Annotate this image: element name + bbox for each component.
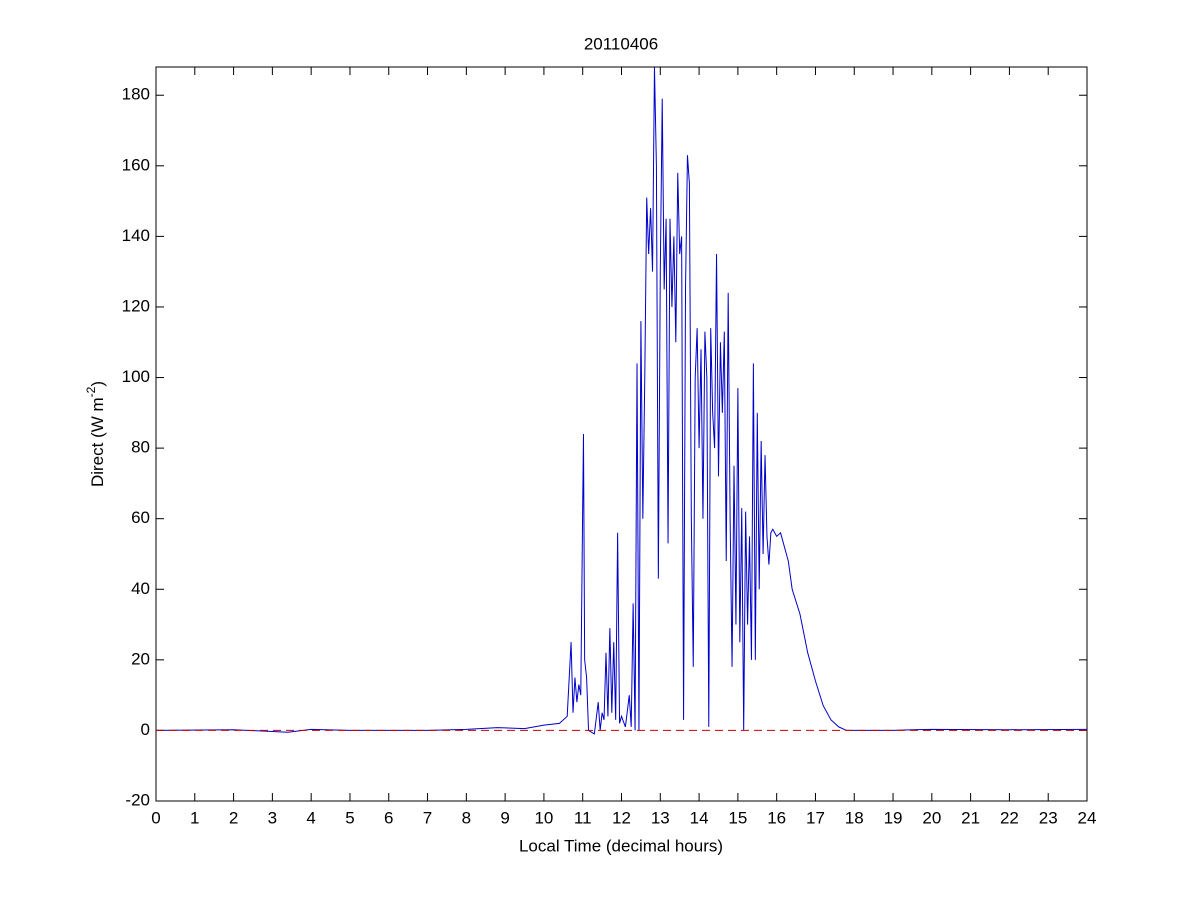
y-tick-label: 40 bbox=[131, 579, 150, 598]
y-tick-label: 160 bbox=[122, 155, 150, 174]
x-tick-label: 1 bbox=[190, 808, 199, 827]
x-tick-label: 19 bbox=[884, 808, 903, 827]
x-tick-label: 7 bbox=[423, 808, 432, 827]
x-tick-label: 24 bbox=[1078, 808, 1097, 827]
y-label-tail: ) bbox=[88, 381, 107, 387]
x-tick-label: 12 bbox=[612, 808, 631, 827]
y-tick-label: 80 bbox=[131, 438, 150, 457]
x-tick-label: 21 bbox=[961, 808, 980, 827]
y-tick-label: 20 bbox=[131, 649, 150, 668]
x-tick-label: 22 bbox=[1000, 808, 1019, 827]
y-tick-label: 60 bbox=[131, 508, 150, 527]
x-tick-label: 11 bbox=[574, 808, 592, 827]
x-tick-label: 13 bbox=[651, 808, 670, 827]
x-tick-label: 20 bbox=[922, 808, 941, 827]
y-tick-label: 0 bbox=[141, 720, 150, 739]
x-tick-label: 6 bbox=[384, 808, 393, 827]
x-tick-label: 8 bbox=[462, 808, 471, 827]
x-tick-label: 16 bbox=[767, 808, 786, 827]
x-tick-label: 0 bbox=[151, 808, 160, 827]
x-tick-label: 5 bbox=[345, 808, 354, 827]
x-tick-label: 15 bbox=[728, 808, 747, 827]
x-tick-label: 14 bbox=[690, 808, 709, 827]
y-tick-label: 180 bbox=[122, 85, 150, 104]
y-tick-label: 140 bbox=[122, 226, 150, 245]
y-tick-label: 120 bbox=[122, 296, 150, 315]
x-tick-label: 23 bbox=[1039, 808, 1058, 827]
x-tick-label: 9 bbox=[500, 808, 509, 827]
plot-area bbox=[155, 66, 1088, 802]
x-tick-label: 17 bbox=[806, 808, 825, 827]
x-tick-label: 4 bbox=[306, 808, 315, 827]
y-axis-label: Direct (W m-2) bbox=[84, 381, 107, 487]
y-label-sup: -2 bbox=[84, 386, 98, 397]
x-tick-label: 10 bbox=[534, 808, 553, 827]
y-label-text: Direct (W m bbox=[88, 397, 107, 487]
y-tick-label: -20 bbox=[125, 790, 150, 809]
x-tick-label: 3 bbox=[268, 808, 277, 827]
chart-title: 20110406 bbox=[584, 34, 658, 53]
x-axis-label: Local Time (decimal hours) bbox=[519, 836, 723, 855]
data-line bbox=[155, 66, 1088, 735]
y-tick-label: 100 bbox=[122, 367, 150, 386]
x-tick-label: 2 bbox=[229, 808, 238, 827]
x-tick-label: 18 bbox=[845, 808, 864, 827]
